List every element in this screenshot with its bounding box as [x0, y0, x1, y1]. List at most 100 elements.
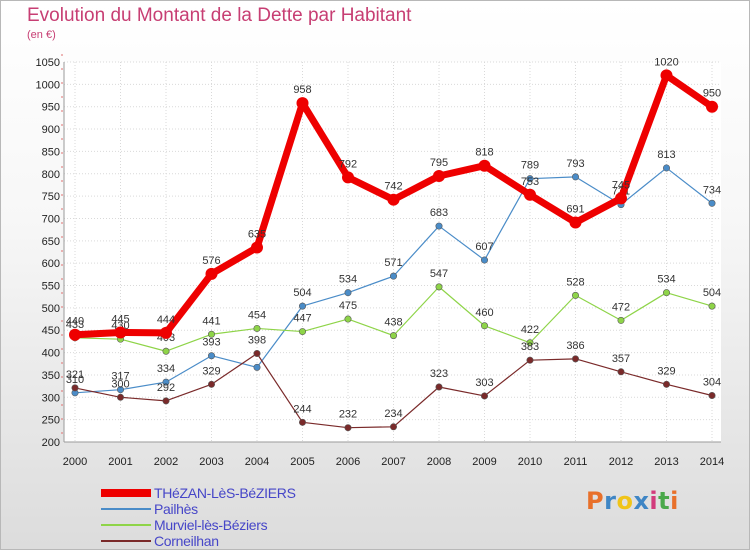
data-label-pailhes: 534 — [339, 274, 357, 286]
data-label-corneilhan: 329 — [202, 365, 220, 377]
data-point-thezan-les-beziers — [160, 326, 172, 339]
data-point-thezan-les-beziers — [205, 267, 218, 280]
data-label-thezan-les-beziers: 792 — [339, 158, 357, 170]
x-tick-label: 2014 — [700, 456, 724, 468]
legend-label: Pailhès — [154, 501, 198, 517]
data-label-corneilhan: 357 — [612, 353, 630, 365]
data-label-pailhes: 607 — [475, 241, 493, 253]
data-point-thezan-les-beziers — [342, 171, 354, 184]
data-label-murviel-les-beziers: 534 — [657, 274, 675, 286]
data-point-pailhes — [162, 378, 170, 386]
legend-label: Murviel-lès-Béziers — [154, 517, 268, 533]
y-tick-label: 400 — [42, 348, 60, 360]
data-point-murviel-les-beziers — [435, 283, 443, 291]
y-tick-label: 500 — [42, 303, 60, 315]
data-point-corneilhan — [389, 423, 397, 431]
data-label-murviel-les-beziers: 433 — [66, 319, 84, 331]
data-label-murviel-les-beziers: 547 — [430, 268, 448, 280]
data-point-corneilhan — [344, 424, 352, 432]
data-label-murviel-les-beziers: 504 — [703, 287, 721, 299]
data-point-murviel-les-beziers — [571, 291, 579, 299]
legend-swatch — [101, 540, 151, 542]
data-label-thezan-les-beziers: 795 — [430, 157, 448, 169]
y-tick-label: 300 — [42, 392, 60, 404]
y-tick-label: 250 — [42, 415, 60, 427]
data-label-corneilhan: 386 — [566, 340, 584, 352]
data-label-corneilhan: 329 — [657, 365, 675, 377]
data-point-pailhes — [253, 363, 261, 371]
y-tick-label: 550 — [42, 281, 60, 293]
data-point-pailhes — [389, 272, 397, 280]
data-label-murviel-les-beziers: 472 — [612, 301, 630, 313]
data-point-thezan-les-beziers — [569, 216, 582, 229]
y-tick-label: 800 — [42, 169, 60, 181]
logo-letter: t — [658, 487, 671, 515]
data-label-thezan-les-beziers: 958 — [293, 84, 311, 96]
data-point-corneilhan — [162, 397, 170, 405]
logo-letter: x — [633, 487, 650, 515]
x-tick-label: 2006 — [336, 456, 360, 468]
x-tick-label: 2002 — [154, 456, 178, 468]
data-label-murviel-les-beziers: 475 — [339, 300, 357, 312]
data-label-pailhes: 789 — [521, 160, 539, 172]
data-label-thezan-les-beziers: 635 — [248, 229, 266, 241]
y-tick-label: 900 — [42, 124, 60, 136]
data-label-pailhes: 310 — [66, 374, 84, 386]
x-tick-label: 2005 — [290, 456, 314, 468]
plot-area — [64, 62, 721, 442]
data-label-corneilhan: 398 — [248, 334, 266, 346]
data-label-corneilhan: 300 — [111, 378, 129, 390]
legend-label: THéZAN-LèS-BéZIERS — [154, 485, 296, 501]
data-point-thezan-les-beziers — [387, 193, 400, 206]
data-point-corneilhan — [526, 356, 534, 364]
logo-letter: o — [616, 487, 634, 515]
data-point-thezan-les-beziers — [478, 159, 491, 172]
data-point-thezan-les-beziers — [296, 97, 309, 110]
data-point-pailhes — [662, 164, 670, 172]
x-tick-label: 2011 — [564, 456, 588, 468]
data-label-corneilhan: 292 — [157, 382, 175, 394]
data-label-corneilhan: 304 — [703, 377, 721, 389]
legend-swatch — [101, 489, 151, 497]
data-point-pailhes — [435, 222, 443, 230]
data-point-corneilhan — [208, 380, 216, 388]
data-label-thezan-les-beziers: 445 — [111, 313, 129, 325]
y-tick-label: 450 — [42, 325, 60, 337]
data-label-thezan-les-beziers: 691 — [566, 203, 584, 215]
y-tick-label: 350 — [42, 370, 60, 382]
data-point-pailhes — [571, 173, 579, 181]
y-tick-label: 1050 — [36, 57, 60, 69]
data-label-thezan-les-beziers: 818 — [475, 147, 493, 159]
data-point-murviel-les-beziers — [253, 324, 261, 332]
data-label-murviel-les-beziers: 447 — [293, 313, 311, 325]
data-label-corneilhan: 383 — [521, 341, 539, 353]
data-point-murviel-les-beziers — [208, 330, 216, 338]
data-label-thezan-les-beziers: 753 — [521, 176, 539, 188]
data-point-thezan-les-beziers — [706, 100, 718, 113]
data-point-murviel-les-beziers — [662, 289, 670, 297]
data-point-murviel-les-beziers — [344, 315, 352, 323]
data-point-murviel-les-beziers — [162, 347, 170, 355]
legend-swatch — [101, 508, 151, 510]
data-point-pailhes — [480, 256, 488, 264]
data-label-murviel-les-beziers: 454 — [248, 309, 266, 321]
data-point-corneilhan — [617, 368, 625, 376]
data-point-murviel-les-beziers — [480, 322, 488, 330]
data-point-murviel-les-beziers — [526, 339, 534, 347]
data-point-corneilhan — [253, 349, 261, 357]
data-label-corneilhan: 303 — [475, 377, 493, 389]
y-tick-label: 600 — [42, 258, 60, 270]
data-point-pailhes — [117, 386, 125, 394]
data-label-murviel-les-beziers: 441 — [202, 315, 220, 327]
data-label-pailhes: 571 — [384, 257, 402, 269]
x-tick-label: 2013 — [654, 456, 678, 468]
data-label-thezan-les-beziers: 745 — [612, 179, 630, 191]
data-label-pailhes: 504 — [293, 287, 311, 299]
data-point-murviel-les-beziers — [708, 302, 716, 310]
data-point-pailhes — [526, 175, 534, 183]
data-point-thezan-les-beziers — [524, 188, 536, 201]
data-label-thezan-les-beziers: 950 — [703, 88, 721, 100]
data-label-pailhes: 813 — [657, 149, 675, 161]
data-point-corneilhan — [117, 393, 125, 401]
data-label-thezan-les-beziers: 444 — [157, 314, 175, 326]
